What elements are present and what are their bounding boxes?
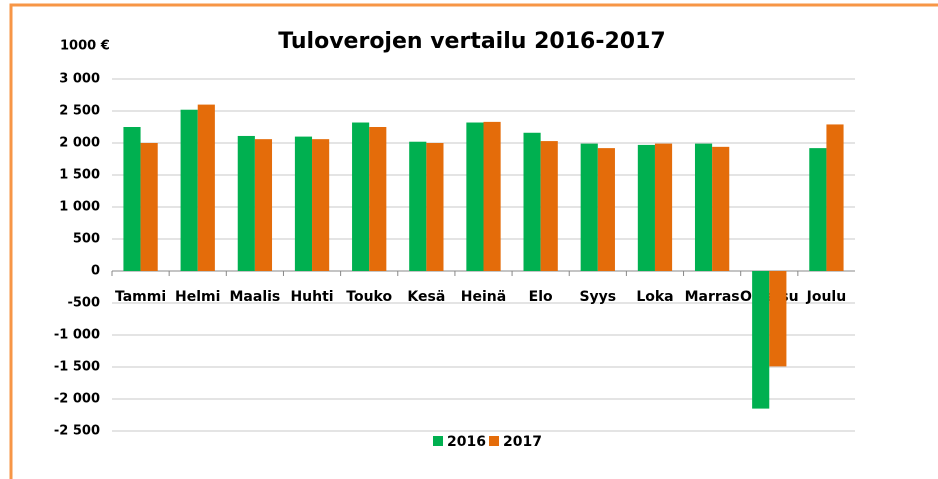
bar: [826, 124, 844, 271]
y-tick-label: 1 500: [59, 168, 100, 183]
unit-label: 1000 €: [60, 39, 110, 54]
bar: [352, 122, 370, 272]
bar: [580, 143, 598, 271]
legend-swatch: [489, 436, 499, 446]
y-tick-label: 3 000: [59, 72, 100, 87]
bar: [654, 143, 673, 271]
bar: [426, 143, 444, 271]
y-tick-label: -1 000: [54, 328, 100, 343]
bar: [237, 135, 255, 271]
legend-label: 2017: [503, 434, 542, 450]
bar: [294, 136, 313, 271]
bar: [597, 148, 615, 271]
bar: [483, 121, 501, 271]
chart-title: Tuloverojen vertailu 2016-2017: [278, 29, 665, 54]
x-tick-label: Helmi: [175, 289, 220, 305]
y-tick-label: -1 500: [54, 360, 100, 375]
bar: [637, 144, 655, 271]
x-tick-label: Kesä: [407, 289, 445, 305]
x-tick-label: Elo: [529, 289, 553, 305]
bar: [769, 271, 787, 367]
legend-swatch: [433, 436, 443, 446]
x-tick-label: Maalis: [230, 289, 281, 305]
y-tick-label: -500: [67, 296, 100, 311]
bar: [123, 127, 141, 271]
y-tick-label: 500: [73, 232, 100, 247]
y-tick-label: 2 500: [59, 104, 100, 119]
y-tick-label: -2 000: [54, 392, 100, 407]
y-tick-label: 1 000: [59, 200, 100, 215]
bar: [694, 143, 713, 271]
bar: [409, 141, 427, 271]
x-tick-label: Loka: [636, 289, 673, 305]
x-tick-label: Tammi: [115, 289, 166, 305]
bar: [523, 132, 541, 271]
x-tick-label: Huhti: [290, 289, 333, 305]
y-tick-label: 2 000: [59, 136, 100, 151]
x-tick-label: Marras: [685, 289, 740, 305]
x-tick-label: Joulu: [806, 289, 847, 305]
bar: [197, 104, 215, 271]
bar: [712, 146, 730, 271]
bar: [752, 271, 770, 409]
bar: [312, 139, 330, 271]
bar: [140, 143, 158, 271]
x-tick-label: Touko: [346, 289, 392, 305]
x-tick-label: Heinä: [461, 289, 506, 305]
bar: [809, 148, 827, 271]
bar: [254, 139, 273, 271]
bar: [540, 141, 558, 271]
bar: [466, 122, 484, 272]
legend-label: 2016: [447, 434, 486, 450]
y-tick-label: 0: [91, 264, 100, 279]
bar: [180, 109, 198, 271]
y-tick-label: -2 500: [54, 424, 100, 439]
x-tick-label: Syys: [579, 289, 616, 305]
bar: [369, 127, 387, 271]
frame: [9, 3, 938, 479]
